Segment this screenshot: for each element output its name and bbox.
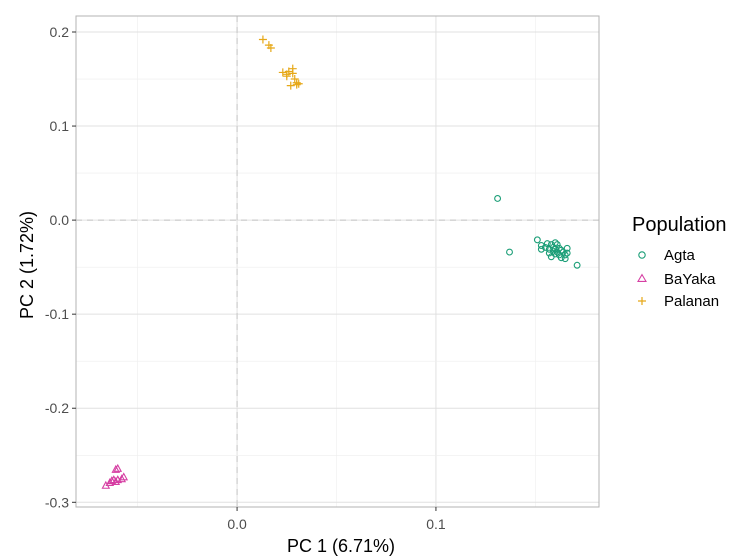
legend-plus-marker — [638, 297, 646, 305]
legend-item-agta: Agta — [638, 247, 696, 264]
x-axis-ticks: 0.0 0.1 — [227, 507, 446, 532]
point-palanan — [278, 68, 287, 77]
point-bayaka — [113, 463, 123, 472]
x-tick-label: 0.1 — [426, 516, 446, 532]
legend-label-palanan: Palanan — [664, 293, 719, 310]
point-palanan — [286, 81, 295, 90]
point-agta — [563, 249, 571, 257]
legend-title: Population — [632, 214, 727, 236]
point-agta — [551, 250, 559, 258]
y-tick-label: -0.1 — [45, 306, 69, 322]
point-agta — [563, 244, 571, 252]
legend-label-bayaka: BaYaka — [664, 271, 716, 288]
point-bayaka — [111, 477, 121, 486]
point-palanan — [294, 79, 303, 88]
data-points — [101, 35, 581, 489]
point-bayaka — [111, 464, 121, 473]
point-palanan — [282, 72, 291, 81]
x-axis-title: PC 1 (6.71%) — [287, 536, 395, 556]
point-agta — [551, 239, 559, 247]
y-axis-title: PC 2 (1.72%) — [17, 211, 37, 319]
y-tick-label: 0.1 — [50, 118, 70, 134]
y-tick-label: 0.2 — [50, 24, 70, 40]
point-bayaka — [117, 474, 127, 483]
legend-circle-marker — [638, 251, 646, 259]
grid — [76, 16, 599, 507]
point-bayaka — [119, 472, 129, 481]
point-palanan — [290, 75, 299, 84]
legend-label-agta: Agta — [664, 247, 696, 264]
point-agta — [537, 245, 545, 253]
y-axis-ticks: 0.2 0.1 0.0 -0.1 -0.2 -0.3 — [45, 24, 76, 510]
point-agta — [541, 243, 549, 251]
y-tick-label: 0.0 — [50, 212, 70, 228]
point-agta — [506, 248, 513, 256]
legend-item-palanan: Palanan — [638, 293, 719, 310]
legend-triangle-marker — [637, 273, 647, 282]
point-palanan — [258, 35, 267, 44]
x-tick-label: 0.0 — [227, 516, 247, 532]
point-agta — [557, 246, 565, 254]
point-agta — [553, 241, 561, 249]
panel-border — [75, 15, 600, 508]
point-agta — [533, 236, 541, 244]
point-palanan — [266, 43, 275, 52]
point-agta — [555, 244, 563, 252]
point-palanan — [292, 78, 301, 87]
point-agta — [537, 242, 545, 249]
point-agta — [561, 251, 569, 259]
point-palanan — [288, 64, 297, 73]
zero-lines — [76, 16, 599, 507]
point-bayaka — [107, 476, 117, 485]
y-tick-label: -0.3 — [45, 494, 69, 510]
legend: Population Agta BaYaka Palanan — [632, 214, 727, 310]
point-agta — [494, 195, 502, 202]
point-agta — [573, 261, 581, 269]
y-tick-label: -0.2 — [45, 400, 69, 416]
legend-item-bayaka: BaYaka — [637, 271, 716, 288]
